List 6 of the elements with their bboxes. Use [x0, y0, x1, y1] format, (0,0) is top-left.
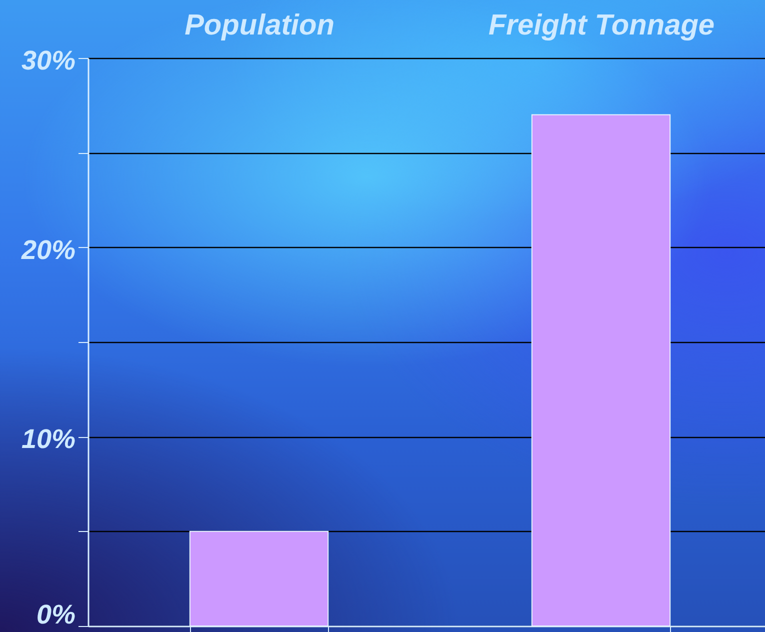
- y-tick-label: 0%: [36, 600, 76, 630]
- y-tick-label: 20%: [20, 234, 76, 265]
- x-tick-label: Freight Tonnage: [488, 10, 715, 42]
- y-tick-label: 10%: [21, 424, 76, 454]
- x-tick-label: Population: [184, 10, 334, 42]
- y-tick-label: 30%: [21, 46, 76, 76]
